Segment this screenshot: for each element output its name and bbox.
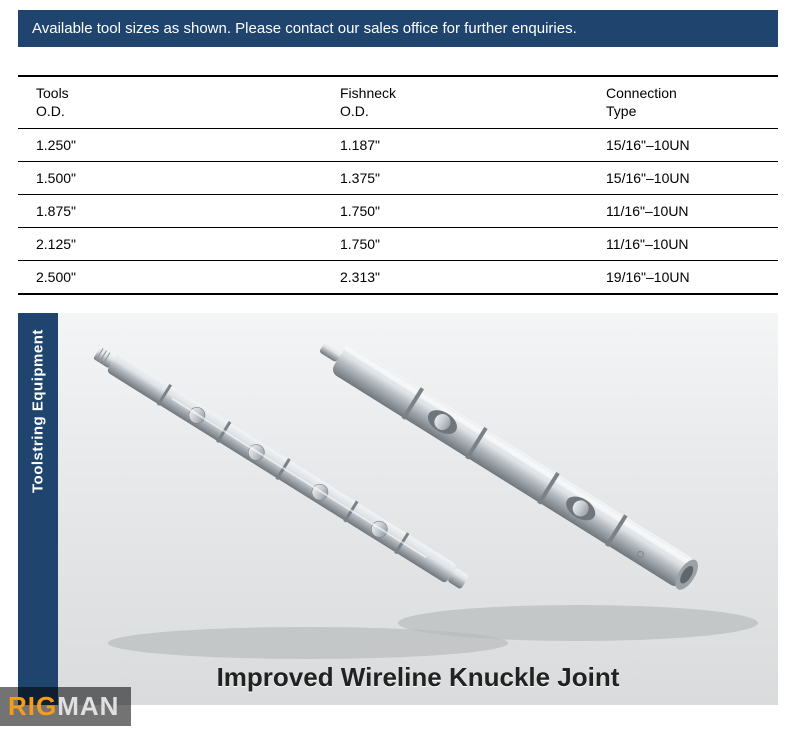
watermark-part1: RIG: [8, 691, 57, 721]
product-caption: Improved Wireline Knuckle Joint: [58, 662, 778, 693]
info-banner: Available tool sizes as shown. Please co…: [18, 10, 778, 47]
category-side-tab: Toolstring Equipment: [18, 313, 58, 705]
product-area: Toolstring Equipment: [18, 313, 778, 705]
table-row: 2.125" 1.750" 11/16"–10UN: [18, 228, 778, 261]
table-row: 1.875" 1.750" 11/16"–10UN: [18, 195, 778, 228]
product-render: Improved Wireline Knuckle Joint: [58, 313, 778, 705]
table-header-row: Tools O.D. Fishneck O.D. Connection Type: [18, 76, 778, 129]
table-body: 1.250" 1.187" 15/16"–10UN 1.500" 1.375" …: [18, 129, 778, 295]
sizes-table-container: Tools O.D. Fishneck O.D. Connection Type…: [18, 75, 778, 295]
table-row: 1.500" 1.375" 15/16"–10UN: [18, 162, 778, 195]
col-header-connection: Connection Type: [588, 76, 778, 129]
col-header-fishneck: Fishneck O.D.: [322, 76, 588, 129]
table-row: 1.250" 1.187" 15/16"–10UN: [18, 129, 778, 162]
col-header-tools: Tools O.D.: [18, 76, 322, 129]
watermark: RIGMAN: [0, 687, 131, 726]
tool-illustration: [58, 313, 778, 705]
table-row: 2.500" 2.313" 19/16"–10UN: [18, 261, 778, 295]
sizes-table: Tools O.D. Fishneck O.D. Connection Type…: [18, 75, 778, 295]
watermark-part2: MAN: [57, 691, 119, 721]
